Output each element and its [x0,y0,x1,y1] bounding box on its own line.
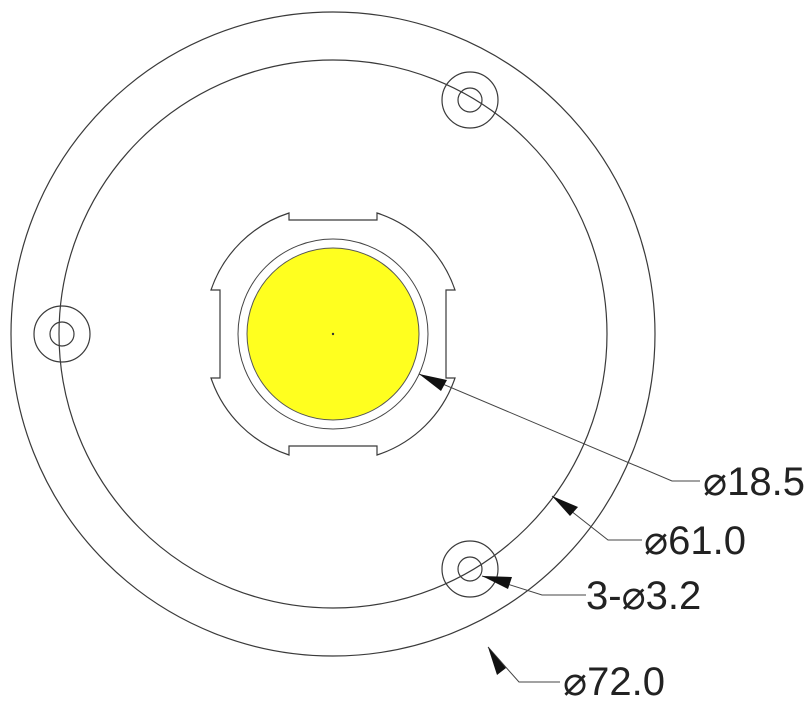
mounting-hole-top [441,71,499,129]
led-holder-ring [237,238,429,430]
led-holder-notched-ring [210,212,456,456]
dimension-label-outer-diameter: ⌀72.0 [563,660,665,702]
leader-mounting-holes [481,575,586,596]
mounting-hole-bottom [441,540,499,598]
leader-outer-diameter [487,646,560,683]
dimension-label-inner-circle-diameter: ⌀61.0 [644,519,746,563]
mounting-hole-left [33,305,91,363]
leader-inner-circle-diameter [551,495,642,541]
leader-led-diameter [418,373,700,482]
inner-circle [58,59,608,609]
led-center-point [331,332,335,336]
outer-circle [10,11,656,657]
dimension-label-led-diameter: ⌀18.5 [703,460,804,504]
dimension-label-mounting-holes: 3-⌀3.2 [586,574,701,618]
